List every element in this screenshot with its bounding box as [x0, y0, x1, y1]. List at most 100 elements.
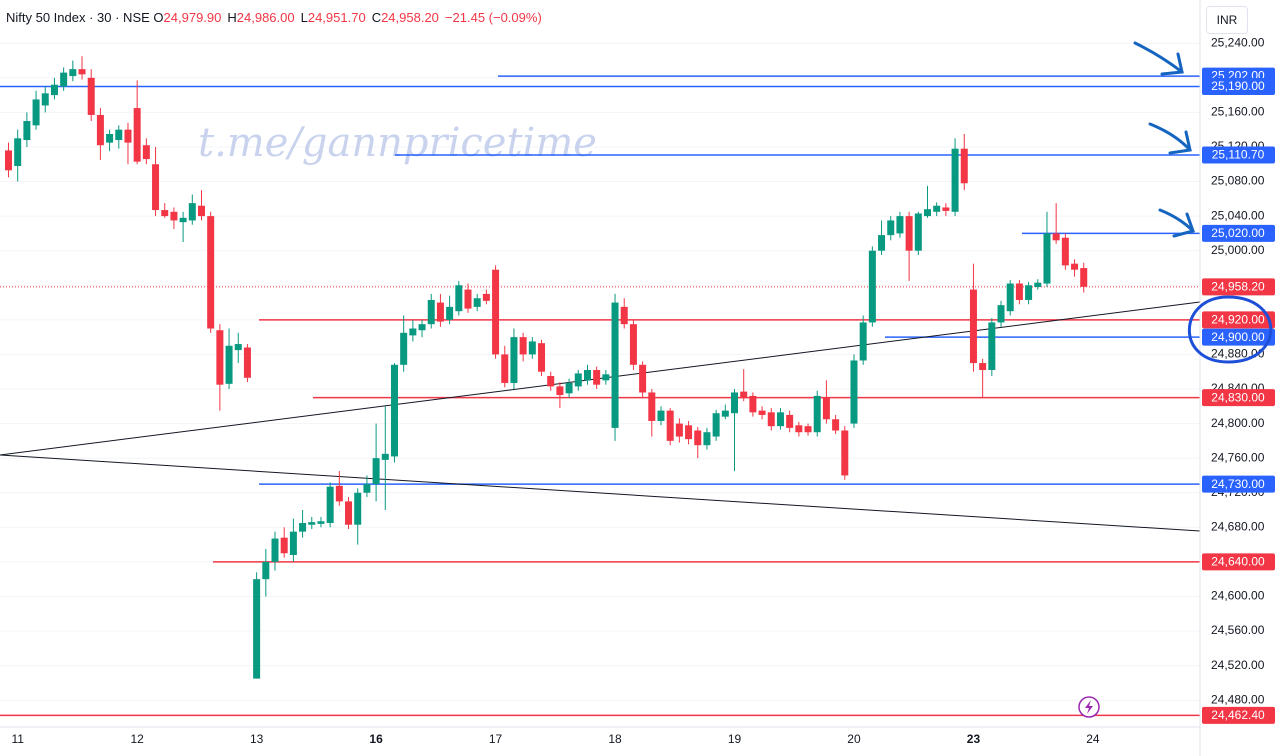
x-tick-label: 16 [369, 732, 383, 746]
candle-body [106, 133, 114, 143]
candle-body [1034, 282, 1042, 287]
candle-body [979, 363, 987, 370]
candle-body [326, 486, 334, 523]
candle-body [731, 392, 739, 414]
y-tick-label: 24,480.00 [1211, 692, 1265, 706]
annotations [1133, 41, 1273, 364]
candle-body [60, 72, 68, 87]
candle-body [767, 412, 775, 427]
y-tick-label: 25,000.00 [1211, 243, 1265, 257]
x-tick-label: 24 [1086, 732, 1100, 746]
candle-body [390, 364, 398, 457]
candle-body [363, 484, 371, 493]
candle-body [400, 332, 408, 365]
candle-body [124, 129, 132, 143]
candle-body [501, 354, 509, 383]
candle-body [308, 522, 316, 525]
arrow-head [1168, 130, 1192, 155]
candle-body [740, 391, 748, 398]
candle-body [41, 93, 49, 106]
candle-body [602, 374, 610, 381]
candle-body [905, 216, 913, 251]
legend-header: Nifty 50 Index · 30 · NSE O24,979.90 H24,… [6, 10, 548, 25]
candle-body [234, 344, 242, 351]
candle-body [1043, 233, 1051, 284]
candle-body [188, 203, 196, 221]
grid [0, 42, 1200, 701]
candle-body [142, 145, 150, 160]
l-label: L [300, 10, 308, 25]
level-label: 24,900.00 [1211, 330, 1265, 344]
candle-body [639, 364, 647, 393]
level-label-bg [1202, 146, 1275, 164]
candle-body [87, 77, 95, 115]
candle-body [510, 337, 518, 383]
x-tick-label: 20 [847, 732, 861, 746]
candle-body [969, 289, 977, 364]
arrow [1148, 122, 1192, 152]
change: −21.45 (−0.09%) [444, 10, 542, 25]
candle-body [473, 298, 481, 307]
candle-body [951, 148, 959, 212]
candle-body [721, 410, 729, 417]
x-tick-label: 18 [608, 732, 622, 746]
candle-body [528, 341, 536, 355]
candle-body [538, 343, 546, 372]
level-label-bg [1202, 311, 1275, 329]
y-tick-label: 25,040.00 [1211, 208, 1265, 222]
symbol: Nifty 50 Index · 30 · NSE [6, 10, 150, 25]
candle-body [446, 306, 454, 320]
y-tick-label: 24,760.00 [1211, 450, 1265, 464]
candle-body [749, 395, 757, 413]
candle-body [115, 129, 123, 141]
candle-body [243, 347, 251, 378]
h-label: H [227, 10, 237, 25]
candle-body [372, 458, 380, 485]
last-price-label: 24,958.20 [1211, 279, 1265, 293]
candle-body [629, 324, 637, 365]
candle-body [868, 250, 876, 323]
candle-body [299, 522, 307, 532]
candle-body [152, 164, 160, 211]
trend-line [0, 454, 1201, 532]
level-label-bg [1202, 706, 1275, 724]
candle-body [317, 521, 325, 524]
candle-body [878, 235, 886, 251]
level-label-bg [1202, 553, 1275, 571]
arrow [1133, 41, 1184, 74]
candle-body [1015, 283, 1023, 300]
candle-body [455, 285, 463, 312]
candle-body [50, 84, 58, 96]
currency-button[interactable]: INR [1206, 6, 1248, 34]
x-tick-label: 19 [728, 732, 742, 746]
level-label-bg [1202, 389, 1275, 407]
candle-body [960, 148, 968, 184]
level-labels: 25,202.0025,190.0025,110.7025,020.0024,9… [1202, 67, 1275, 724]
candle-body [914, 213, 922, 251]
level-label: 24,920.00 [1211, 313, 1265, 327]
y-tick-label: 25,240.00 [1211, 35, 1265, 49]
candle-body [841, 430, 849, 476]
candle-body [1071, 263, 1079, 270]
y-tick-label: 25,160.00 [1211, 105, 1265, 119]
y-tick-label: 24,560.00 [1211, 623, 1265, 637]
candle-body [427, 299, 435, 325]
candle-body [464, 289, 472, 309]
candle-body [694, 430, 702, 446]
candle-body [648, 392, 656, 421]
candle-body [197, 205, 205, 217]
l-value: 24,951.70 [307, 10, 366, 25]
candle-body [896, 216, 904, 234]
y-tick-label: 24,800.00 [1211, 416, 1265, 430]
highlight-circle [1188, 295, 1273, 364]
level-label: 25,110.70 [1212, 148, 1265, 162]
watermark: t.me/gannpricetime [198, 120, 597, 166]
candle-body [547, 376, 555, 387]
candle-body [887, 220, 895, 236]
candle-body [813, 395, 821, 433]
level-label: 24,640.00 [1211, 555, 1265, 569]
candle-body [795, 425, 803, 433]
level-label-bg [1202, 475, 1275, 493]
candle-body [418, 324, 426, 331]
level-label: 25,190.00 [1211, 79, 1265, 93]
